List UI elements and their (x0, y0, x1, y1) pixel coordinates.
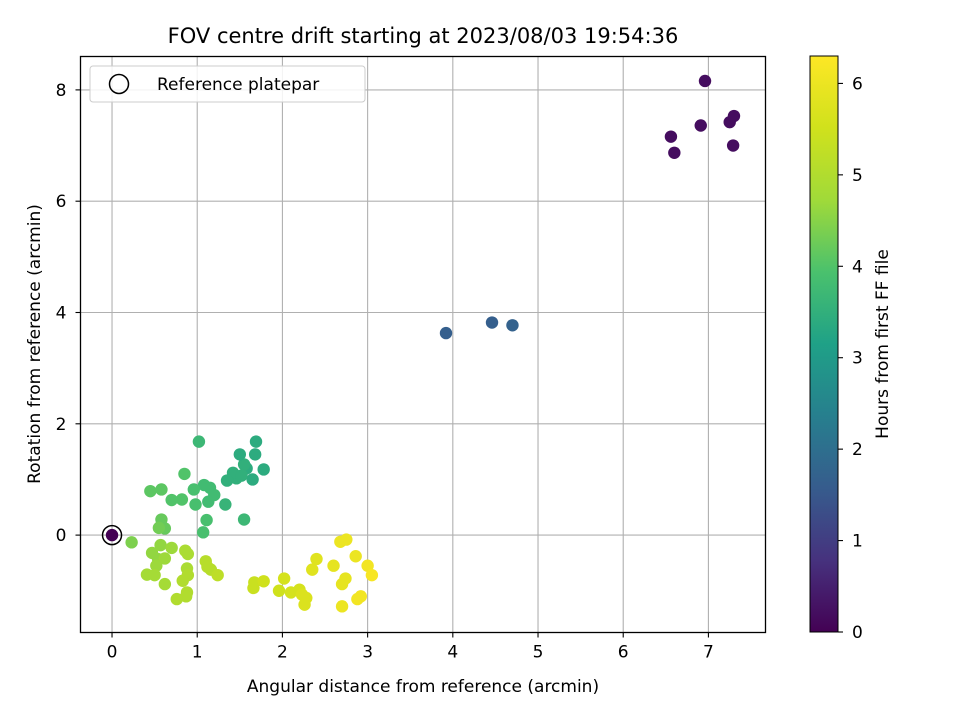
data-point (485, 316, 499, 329)
data-point (175, 493, 189, 506)
y-tick-label: 6 (56, 192, 67, 212)
colorbar-label: Hours from first FF file (873, 249, 893, 439)
y-axis-ticks: 0 2 4 6 8 (56, 81, 81, 546)
data-point (298, 598, 311, 611)
data-point (727, 109, 741, 123)
legend: Reference platepar (89, 65, 366, 103)
data-point (125, 536, 138, 549)
x-tick-label: 6 (618, 643, 629, 663)
data-point (246, 473, 259, 486)
data-point (340, 533, 353, 546)
data-point (248, 448, 262, 461)
x-tick-label: 3 (362, 643, 373, 663)
data-point (327, 559, 340, 572)
x-axis-label: Angular distance from reference (arcmin) (247, 677, 599, 697)
data-point (237, 458, 251, 471)
x-axis-ticks: 0 1 2 3 4 5 6 7 (107, 632, 714, 663)
data-point (257, 463, 270, 476)
data-point (211, 568, 224, 582)
data-point (170, 592, 183, 606)
data-point (310, 552, 323, 566)
data-point (257, 575, 270, 588)
data-point (189, 498, 202, 511)
data-point (187, 483, 201, 496)
data-point (506, 319, 519, 332)
data-point (354, 590, 368, 603)
x-tick-label: 2 (277, 643, 288, 663)
colorbar-gradient (809, 55, 839, 633)
legend-entry-reference: Reference platepar (157, 75, 319, 95)
y-tick-label: 4 (56, 304, 67, 324)
colorbar-tick-label: 0 (852, 623, 863, 643)
data-point (272, 584, 286, 597)
data-point (235, 469, 248, 482)
data-point (155, 483, 168, 496)
y-axis-label: Rotation from reference (arcmin) (25, 204, 45, 484)
data-point (439, 326, 453, 340)
data-point (335, 577, 349, 591)
data-point (233, 448, 247, 461)
data-point (726, 139, 740, 152)
data-point (277, 572, 291, 585)
x-tick-label: 0 (107, 643, 118, 663)
data-point (148, 568, 161, 582)
data-point (202, 495, 215, 508)
y-tick-label: 0 (56, 526, 67, 546)
data-point (365, 568, 379, 582)
data-points (105, 74, 741, 613)
data-point (158, 552, 172, 565)
legend-reference-marker (108, 73, 130, 95)
x-tick-label: 7 (703, 643, 714, 663)
x-tick-label: 1 (192, 643, 203, 663)
data-point (152, 521, 166, 535)
grid (80, 56, 766, 633)
plot-frame (79, 55, 767, 634)
data-point (668, 146, 681, 159)
data-point (237, 513, 251, 526)
data-point (247, 581, 260, 595)
data-point (219, 498, 232, 511)
colorbar-tick-label: 4 (852, 257, 863, 277)
data-point (361, 559, 374, 572)
data-point (178, 467, 191, 481)
legend-box (89, 65, 366, 103)
x-tick-label: 5 (533, 643, 544, 663)
data-point (179, 590, 193, 603)
chart-title: FOV centre drift starting at 2023/08/03 … (168, 24, 679, 48)
data-point (306, 563, 319, 576)
data-point (158, 577, 172, 591)
colorbar-tick-label: 2 (852, 440, 863, 460)
data-point (664, 130, 678, 143)
data-point (154, 538, 167, 552)
data-point (698, 74, 712, 88)
data-point (249, 435, 263, 448)
data-point (176, 574, 189, 587)
y-tick-label: 8 (56, 81, 67, 101)
data-point (200, 513, 213, 527)
y-tick-label: 2 (56, 415, 67, 435)
data-point (220, 474, 234, 487)
colorbar-tick-label: 1 (852, 532, 863, 552)
reference-marker (101, 524, 123, 546)
colorbar-ticks: 0 1 2 3 4 5 6 (838, 74, 863, 643)
data-point (335, 600, 349, 613)
data-point (144, 484, 157, 498)
colorbar: 0 1 2 3 4 5 6 Hours from first FF file (809, 55, 893, 643)
data-point (196, 526, 210, 539)
data-point (192, 435, 206, 448)
data-point (349, 550, 362, 563)
data-point (165, 541, 178, 555)
reference-point-marker (101, 524, 123, 546)
colorbar-tick-label: 5 (852, 166, 863, 186)
data-point (105, 528, 119, 542)
data-point (150, 559, 163, 572)
colorbar-tick-label: 6 (852, 74, 863, 94)
x-tick-label: 4 (447, 643, 458, 663)
data-point (181, 547, 195, 561)
data-point (694, 119, 707, 132)
colorbar-tick-label: 3 (852, 349, 863, 369)
data-point (165, 493, 178, 507)
